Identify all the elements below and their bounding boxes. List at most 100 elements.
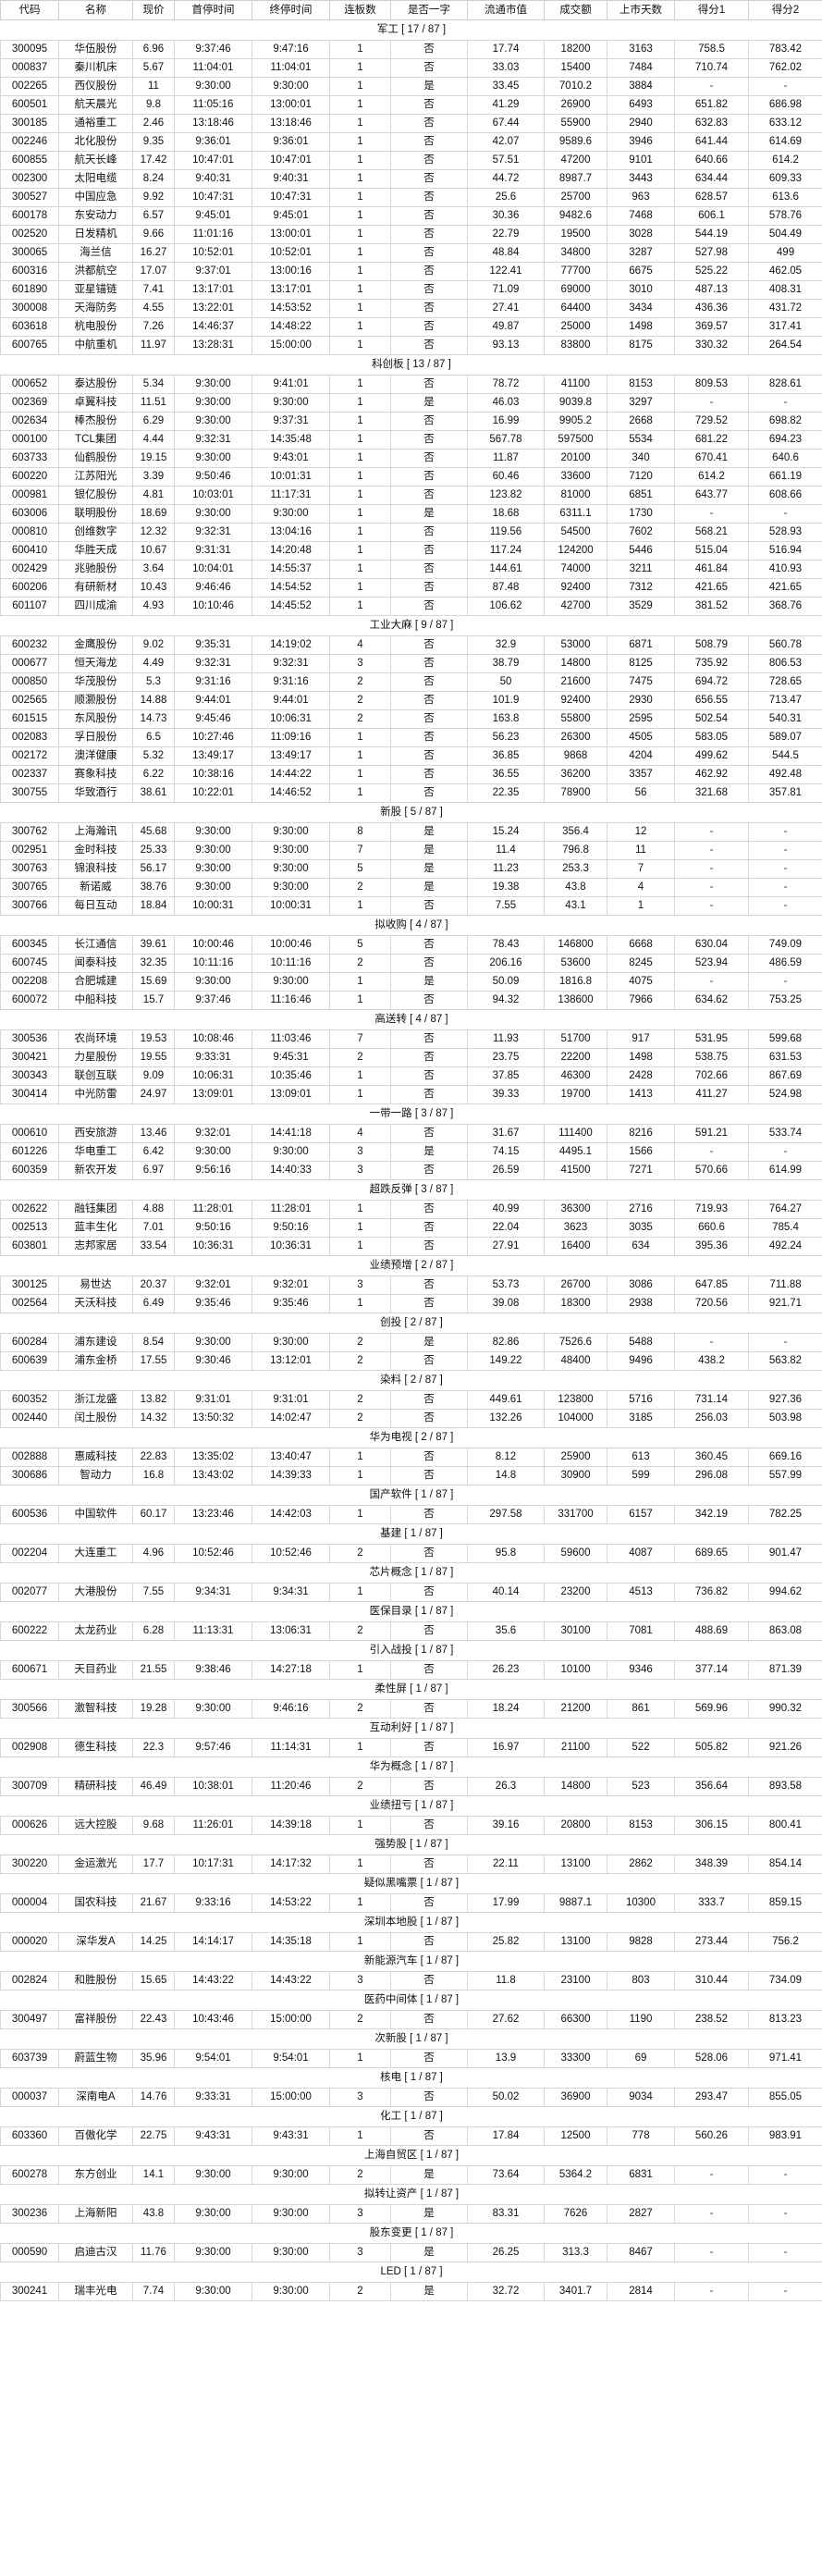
table-row[interactable]: 600222 太龙药业 6.28 11:13:31 13:06:31 2 否 35.6 3010… — [0, 1621, 822, 1641]
table-row[interactable]: 002300 太阳电缆 8.24 9:40:31 9:40:31 1 否 44.72 8987.… — [0, 169, 822, 189]
table-row[interactable]: 601515 东风股份 14.73 9:45:46 10:06:31 2 否 163.8 558… — [0, 709, 822, 729]
table-row[interactable]: 600220 江苏阳光 3.39 9:50:46 10:01:31 1 否 60.46 3360… — [0, 467, 822, 487]
table-row[interactable]: 600232 金鹰股份 9.02 9:35:31 14:19:02 4 否 32.9 53000… — [0, 635, 822, 655]
table-row[interactable]: 000981 银亿股份 4.81 10:03:01 11:17:31 1 否 123.82 81… — [0, 486, 822, 505]
table-row[interactable]: 300566 激智科技 19.28 9:30:00 9:46:16 2 否 18.24 2120… — [0, 1699, 822, 1719]
table-row[interactable]: 000100 TCL集团 4.44 9:32:31 14:35:48 1 否 567.78 59… — [0, 430, 822, 450]
table-row[interactable]: 603006 联明股份 18.69 9:30:00 9:30:00 1 是 18.68 6311… — [0, 504, 822, 524]
table-row[interactable]: 300527 中国应急 9.92 10:47:31 10:47:31 1 否 25.6 2570… — [0, 188, 822, 207]
table-row[interactable]: 002440 闰土股份 14.32 13:50:32 14:02:47 2 否 132.26 1… — [0, 1409, 822, 1428]
table-row[interactable]: 600316 洪都航空 17.07 9:37:01 13:00:16 1 否 122.41 77… — [0, 262, 822, 281]
table-row[interactable]: 002369 卓翼科技 11.51 9:30:00 9:30:00 1 是 46.03 9039… — [0, 393, 822, 413]
table-row[interactable]: 000610 西安旅游 13.46 9:32:01 14:41:18 4 否 31.67 111… — [0, 1124, 822, 1143]
table-row[interactable]: 002634 棒杰股份 6.29 9:30:00 9:37:31 1 否 16.99 9905.… — [0, 412, 822, 431]
table-row[interactable]: 002513 蓝丰生化 7.01 9:50:16 9:50:16 1 否 22.04 3623 3… — [0, 1218, 822, 1238]
table-row[interactable]: 600352 浙江龙盛 13.82 9:31:01 9:31:01 2 否 449.61 123… — [0, 1390, 822, 1410]
column-header-turnover[interactable]: 成交额 — [544, 0, 607, 20]
table-row[interactable]: 300755 华致酒行 38.61 10:22:01 14:46:52 1 否 22.35 78… — [0, 783, 822, 803]
table-row[interactable]: 600745 闻泰科技 32.35 10:11:16 10:11:16 2 否 206.16 5… — [0, 954, 822, 973]
table-row[interactable]: 300536 农尚环境 19.53 10:08:46 11:03:46 7 否 11.93 51… — [0, 1029, 822, 1049]
table-row[interactable]: 002429 兆驰股份 3.64 10:04:01 14:55:37 1 否 144.61 74… — [0, 560, 822, 579]
column-header-board-count[interactable]: 连板数 — [329, 0, 391, 20]
table-row[interactable]: 002888 惠威科技 22.83 13:35:02 13:40:47 1 否 8.12 259… — [0, 1448, 822, 1467]
table-row[interactable]: 300421 力星股份 19.55 9:33:31 9:45:31 2 否 23.75 2220… — [0, 1048, 822, 1067]
table-row[interactable]: 300686 智动力 16.8 13:43:02 14:39:33 1 否 14.8 30900… — [0, 1466, 822, 1485]
table-row[interactable]: 000004 国农科技 21.67 9:33:16 14:53:22 1 否 17.99 988… — [0, 1893, 822, 1913]
column-header-name[interactable]: 名称 — [58, 0, 133, 20]
table-row[interactable]: 000837 秦川机床 5.67 11:04:01 11:04:01 1 否 33.03 154… — [0, 58, 822, 78]
table-row[interactable]: 600671 天目药业 21.55 9:38:46 14:27:18 1 否 26.23 101… — [0, 1660, 822, 1680]
table-row[interactable]: 000652 泰达股份 5.34 9:30:00 9:41:01 1 否 78.72 41100… — [0, 375, 822, 394]
column-header-score2[interactable]: 得分2 — [748, 0, 822, 20]
table-row[interactable]: 000677 恒天海龙 4.49 9:32:31 9:32:31 3 否 38.79 14800… — [0, 654, 822, 673]
table-row[interactable]: 002337 赛象科技 6.22 10:38:16 14:44:22 1 否 36.55 362… — [0, 765, 822, 784]
table-row[interactable]: 603733 仙鹤股份 19.15 9:30:00 9:43:01 1 否 11.87 2010… — [0, 449, 822, 468]
table-row[interactable]: 000850 华茂股份 5.3 9:31:16 9:31:16 2 否 50 21600 7475… — [0, 672, 822, 692]
table-row[interactable]: 300709 精研科技 46.49 10:38:01 11:20:46 2 否 26.3 148… — [0, 1777, 822, 1796]
table-row[interactable]: 600278 东方创业 14.1 9:30:00 9:30:00 2 是 73.64 5364.… — [0, 2165, 822, 2185]
column-header-float-market-cap[interactable]: 流通市值 — [467, 0, 545, 20]
table-row[interactable]: 300497 富祥股份 22.43 10:43:46 15:00:00 2 否 27.62 66… — [0, 2010, 822, 2029]
table-row[interactable]: 600359 新农开发 6.97 9:56:16 14:40:33 3 否 26.59 4150… — [0, 1161, 822, 1180]
table-row[interactable]: 600410 华胜天成 10.67 9:31:31 14:20:48 1 否 117.24 12… — [0, 541, 822, 561]
table-row[interactable]: 002622 融钰集团 4.88 11:28:01 11:28:01 1 否 40.99 363… — [0, 1200, 822, 1219]
table-row[interactable]: 600072 中船科技 15.7 9:37:46 11:16:46 1 否 94.32 1386… — [0, 991, 822, 1010]
table-row[interactable]: 300185 通裕重工 2.46 13:18:46 13:18:46 1 否 67.44 559… — [0, 114, 822, 133]
table-row[interactable]: 603360 百傲化学 22.75 9:43:31 9:43:31 1 否 17.84 1250… — [0, 2126, 822, 2146]
table-row[interactable]: 000590 启迪古汉 11.76 9:30:00 9:30:00 3 是 26.25 313.… — [0, 2243, 822, 2262]
table-row[interactable]: 300763 锦浪科技 56.17 9:30:00 9:30:00 5 是 11.23 253.… — [0, 859, 822, 879]
table-row[interactable]: 002565 顺灏股份 14.88 9:44:01 9:44:01 2 否 101.9 9240… — [0, 691, 822, 710]
table-row[interactable]: 300762 上海瀚讯 45.68 9:30:00 9:30:00 8 是 15.24 356.… — [0, 822, 822, 842]
table-row[interactable]: 002908 德生科技 22.3 9:57:46 11:14:31 1 否 16.97 2110… — [0, 1738, 822, 1757]
table-row[interactable]: 002951 金时科技 25.33 9:30:00 9:30:00 7 是 11.4 796.8… — [0, 841, 822, 860]
table-row[interactable]: 300343 联创互联 9.09 10:06:31 10:35:46 1 否 37.85 463… — [0, 1066, 822, 1086]
table-row[interactable]: 002246 北化股份 9.35 9:36:01 9:36:01 1 否 42.07 9589.… — [0, 132, 822, 152]
table-row[interactable]: 601226 华电重工 6.42 9:30:00 9:30:00 3 是 74.15 4495.… — [0, 1142, 822, 1162]
table-row[interactable]: 002520 日发精机 9.66 11:01:16 13:00:01 1 否 22.79 195… — [0, 225, 822, 244]
table-row[interactable]: 000810 创维数字 12.32 9:32:31 13:04:16 1 否 119.56 54… — [0, 523, 822, 542]
table-row[interactable]: 000626 远大控股 9.68 11:26:01 14:39:18 1 否 39.16 208… — [0, 1816, 822, 1835]
table-row[interactable]: 300765 新诺威 38.76 9:30:00 9:30:00 2 是 19.38 43.8 4… — [0, 878, 822, 897]
table-row[interactable]: 300241 瑞丰光电 7.74 9:30:00 9:30:00 2 是 32.72 3401.… — [0, 2282, 822, 2301]
column-header-last-limit-time[interactable]: 终停时间 — [252, 0, 330, 20]
table-row[interactable]: 002208 合肥城建 15.69 9:30:00 9:30:00 1 是 50.09 1816… — [0, 972, 822, 992]
column-header-listed-days[interactable]: 上市天数 — [607, 0, 675, 20]
table-row[interactable]: 300125 易世达 20.37 9:32:01 9:32:01 3 否 53.73 26700… — [0, 1276, 822, 1295]
table-row[interactable]: 002564 天沃科技 6.49 9:35:46 9:35:46 1 否 39.08 18300… — [0, 1294, 822, 1313]
table-row[interactable]: 002265 西仪股份 11 9:30:00 9:30:00 1 是 33.45 7010.2 3… — [0, 77, 822, 96]
column-header-code[interactable]: 代码 — [0, 0, 59, 20]
table-row[interactable]: 600536 中国软件 60.17 13:23:46 14:42:03 1 否 297.58 3… — [0, 1505, 822, 1524]
table-row[interactable]: 600765 中航重机 11.97 13:28:31 15:00:00 1 否 93.13 83… — [0, 336, 822, 355]
table-row[interactable]: 601107 四川成渝 4.93 10:10:46 14:45:52 1 否 106.62 42… — [0, 597, 822, 616]
table-row[interactable]: 600345 长江通信 39.61 10:00:46 10:00:46 5 否 78.43 14… — [0, 935, 822, 955]
table-row[interactable]: 600501 航天晨光 9.8 11:05:16 13:00:01 1 否 41.29 2690… — [0, 95, 822, 115]
table-row[interactable]: 300414 中光防雷 24.97 13:09:01 13:09:01 1 否 39.33 19… — [0, 1085, 822, 1104]
table-row[interactable]: 300766 每日互动 18.84 10:00:31 10:00:31 1 否 7.55 43.… — [0, 896, 822, 916]
table-row[interactable]: 600284 浦东建设 8.54 9:30:00 9:30:00 2 是 82.86 7526.… — [0, 1333, 822, 1352]
table-row[interactable]: 601890 亚星锚链 7.41 13:17:01 13:17:01 1 否 71.09 690… — [0, 280, 822, 300]
column-header-is-yizi[interactable]: 是否一字 — [390, 0, 468, 20]
table-row[interactable]: 000037 深南电A 14.76 9:33:31 15:00:00 3 否 50.02 369… — [0, 2088, 822, 2107]
table-row[interactable]: 300095 华伍股份 6.96 9:37:46 9:47:16 1 否 17.74 18200… — [0, 40, 822, 59]
table-row[interactable]: 002077 大港股份 7.55 9:34:31 9:34:31 1 否 40.14 23200… — [0, 1583, 822, 1602]
table-row[interactable]: 600178 东安动力 6.57 9:45:01 9:45:01 1 否 30.36 9482.… — [0, 206, 822, 226]
column-header-price[interactable]: 现价 — [132, 0, 175, 20]
table-row[interactable]: 300065 海兰信 16.27 10:52:01 10:52:01 1 否 48.84 348… — [0, 243, 822, 263]
column-header-first-limit-time[interactable]: 首停时间 — [174, 0, 252, 20]
table-row[interactable]: 600206 有研新材 10.43 9:46:46 14:54:52 1 否 87.48 924… — [0, 578, 822, 598]
table-row[interactable]: 002824 和胜股份 15.65 14:43:22 14:43:22 3 否 11.8 231… — [0, 1971, 822, 1991]
table-row[interactable]: 600855 航天长峰 17.42 10:47:01 10:47:01 1 否 57.51 47… — [0, 151, 822, 170]
column-header-score1[interactable]: 得分1 — [674, 0, 749, 20]
table-row[interactable]: 600639 浦东金桥 17.55 9:30:46 13:12:01 2 否 149.22 48… — [0, 1351, 822, 1371]
table-row[interactable]: 002172 澳洋健康 5.32 13:49:17 13:49:17 1 否 36.85 986… — [0, 746, 822, 766]
table-row[interactable]: 300220 金运激光 17.7 10:17:31 14:17:32 1 否 22.11 131… — [0, 1855, 822, 1874]
table-row[interactable]: 002204 大连重工 4.96 10:52:46 10:52:46 2 否 95.8 5960… — [0, 1544, 822, 1563]
table-row[interactable]: 000020 深华发A 14.25 14:14:17 14:35:18 1 否 25.82 13… — [0, 1932, 822, 1952]
table-row[interactable]: 603801 志邦家居 33.54 10:36:31 10:36:31 1 否 27.91 16… — [0, 1237, 822, 1256]
table-row[interactable]: 603739 蔚蓝生物 35.96 9:54:01 9:54:01 1 否 13.9 33300… — [0, 2049, 822, 2068]
table-row[interactable]: 300236 上海新阳 43.8 9:30:00 9:30:00 3 是 83.31 7626 2… — [0, 2204, 822, 2224]
table-row[interactable]: 300008 天海防务 4.55 13:22:01 14:53:52 1 否 27.41 644… — [0, 299, 822, 318]
table-row[interactable]: 603618 杭电股份 7.26 14:46:37 14:48:22 1 否 49.87 250… — [0, 317, 822, 337]
table-row[interactable]: 002083 孚日股份 6.5 10:27:46 11:09:16 1 否 56.23 2630… — [0, 728, 822, 747]
cell-score1: 488.69 — [674, 1621, 749, 1641]
